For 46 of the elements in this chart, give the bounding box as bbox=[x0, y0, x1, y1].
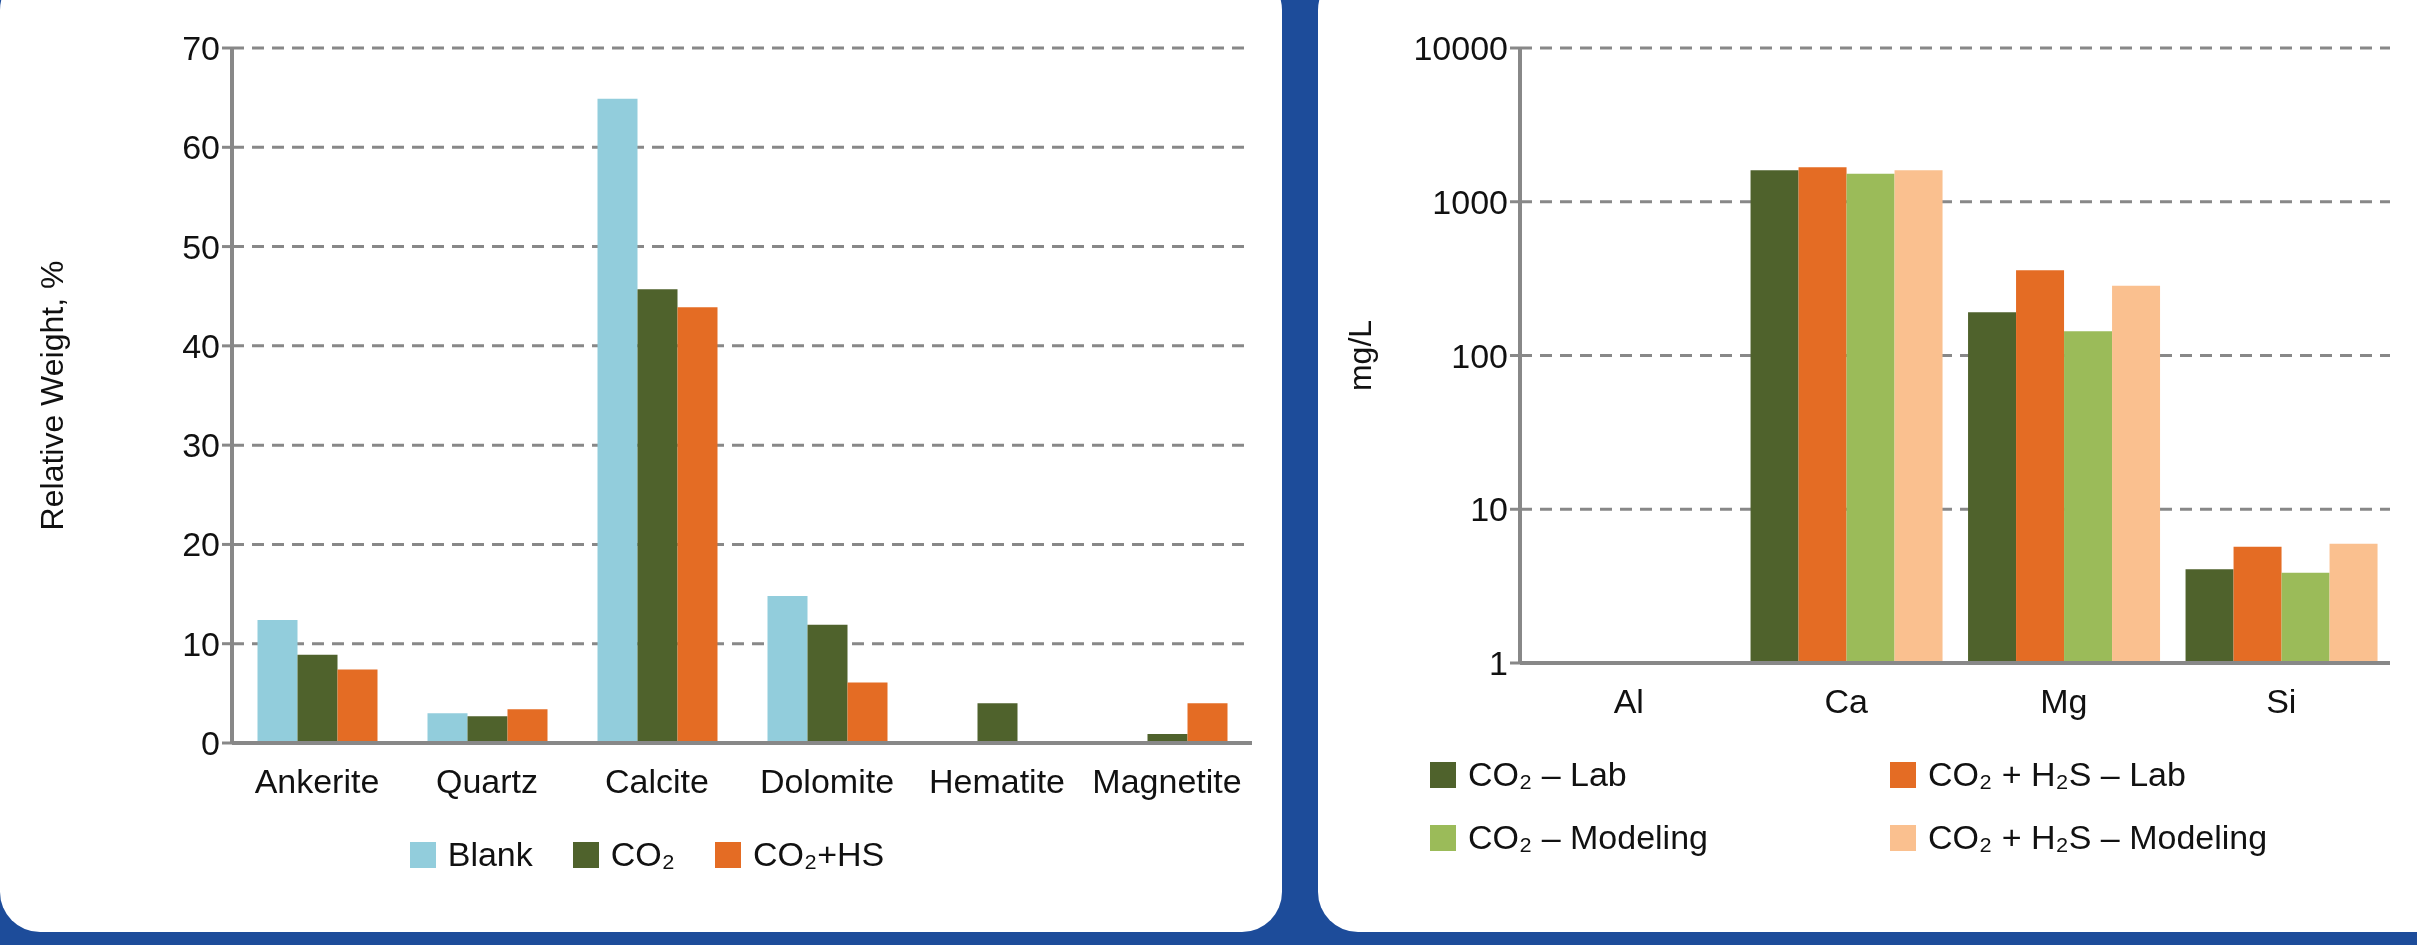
x-tick-label: Al bbox=[1613, 682, 1644, 721]
bar bbox=[677, 307, 718, 743]
x-tick-label: Ca bbox=[1824, 682, 1869, 721]
bar bbox=[257, 619, 298, 743]
bar bbox=[467, 716, 508, 743]
y-tick-label: 30 bbox=[182, 426, 220, 465]
y-tick-label: 70 bbox=[182, 29, 220, 68]
y-axis-title: Relative Weight, % bbox=[34, 260, 71, 531]
bar bbox=[427, 713, 468, 743]
x-tick-label: Hematite bbox=[928, 762, 1066, 801]
x-tick-label: Quartz bbox=[435, 762, 539, 801]
x-tick-label: Ankerite bbox=[254, 762, 380, 801]
legend-label: Blank bbox=[447, 835, 533, 874]
y-tick-label: 40 bbox=[182, 326, 220, 365]
bar bbox=[597, 98, 638, 743]
x-tick-label: Calcite bbox=[605, 762, 709, 801]
x-tick-label: Dolomite bbox=[759, 762, 895, 801]
y-tick-label: 100 bbox=[1451, 336, 1508, 375]
x-tick-label: Mg bbox=[2040, 682, 2088, 721]
bar bbox=[847, 682, 888, 743]
legend-label: CO₂ + H₂S – Modeling bbox=[1928, 818, 2268, 857]
legend-label: CO₂ + H₂S – Lab bbox=[1928, 755, 2186, 794]
bar bbox=[507, 709, 548, 743]
legend-label: CO₂ bbox=[610, 835, 675, 874]
legend-label: CO₂ – Lab bbox=[1468, 755, 1627, 794]
x-tick-label: Si bbox=[2266, 682, 2297, 721]
bar bbox=[807, 624, 848, 743]
y-tick-label: 10000 bbox=[1413, 29, 1508, 68]
legend-label: CO₂+HS bbox=[752, 835, 885, 874]
bar bbox=[297, 654, 338, 743]
bar bbox=[337, 669, 378, 743]
y-tick-label: 10 bbox=[1470, 490, 1508, 529]
bar bbox=[637, 289, 678, 743]
bar bbox=[977, 703, 1018, 743]
bar bbox=[1187, 703, 1228, 743]
y-tick-label: 1000 bbox=[1432, 182, 1508, 221]
y-tick-label: 10 bbox=[182, 624, 220, 663]
x-tick-label: Magnetite bbox=[1092, 762, 1242, 801]
y-tick-label: 50 bbox=[182, 227, 220, 266]
y-tick-label: 60 bbox=[182, 128, 220, 167]
bar bbox=[767, 596, 808, 743]
y-tick-label: 0 bbox=[201, 724, 220, 763]
y-tick-label: 20 bbox=[182, 525, 220, 564]
y-axis-title: mg/L bbox=[1342, 319, 1379, 392]
y-tick-label: 1 bbox=[1489, 644, 1508, 683]
legend-label: CO₂ – Modeling bbox=[1468, 818, 1708, 857]
